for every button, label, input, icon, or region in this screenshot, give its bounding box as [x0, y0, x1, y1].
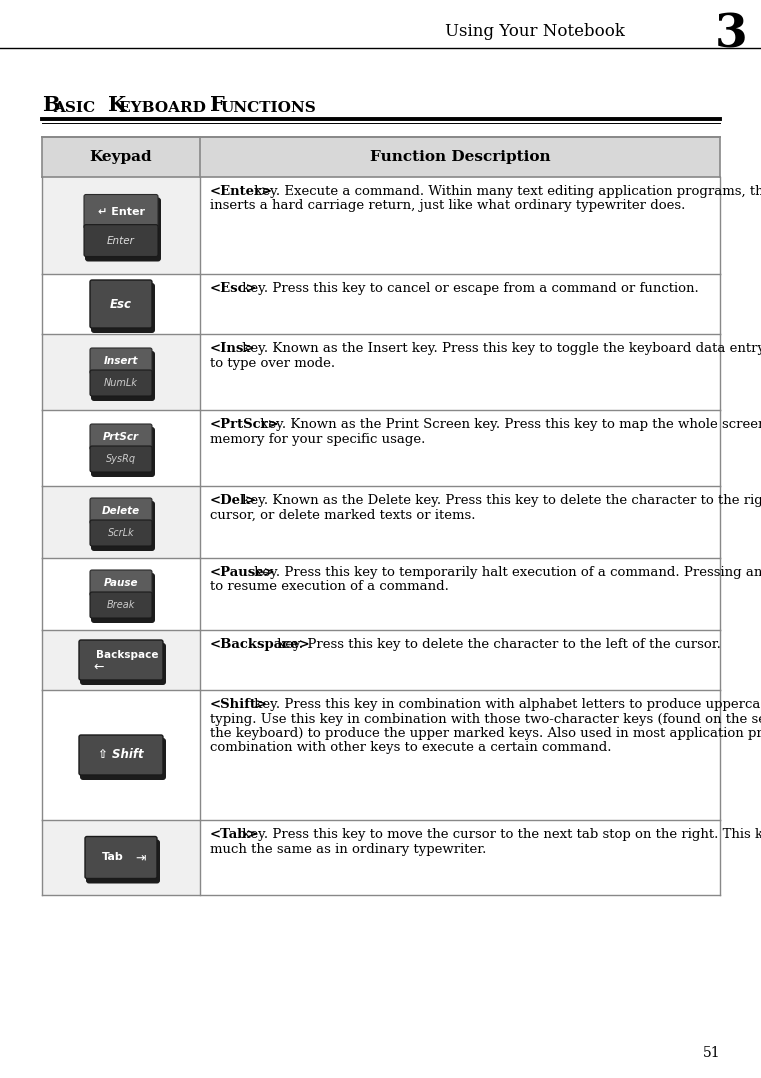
Text: <Ins>: <Ins> [210, 342, 256, 355]
Bar [200, 410, 720, 486]
Bar [200, 334, 720, 410]
Text: ←: ← [94, 661, 104, 674]
Text: EYBOARD: EYBOARD [119, 101, 211, 115]
Text: key. Press this key to delete the character to the left of the cursor.: key. Press this key to delete the charac… [272, 638, 721, 651]
Text: the keyboard) to produce the upper marked keys. Also used in most application pr: the keyboard) to produce the upper marke… [210, 727, 761, 740]
FancyBboxPatch shape [80, 738, 166, 780]
Text: key. Press this key to move the cursor to the next tab stop on the right. This k: key. Press this key to move the cursor t… [238, 828, 761, 841]
Text: <Del>: <Del> [210, 494, 257, 507]
Text: <Shift>: <Shift> [210, 697, 268, 711]
Text: F: F [210, 95, 224, 115]
Bar [42, 410, 200, 486]
FancyBboxPatch shape [90, 498, 152, 524]
Text: K: K [108, 95, 126, 115]
Text: NumLk: NumLk [104, 378, 138, 388]
Text: ScrLk: ScrLk [108, 528, 134, 538]
Text: Tab: Tab [102, 853, 124, 862]
FancyBboxPatch shape [90, 280, 152, 328]
FancyBboxPatch shape [90, 520, 152, 545]
Bar [200, 690, 720, 820]
Text: combination with other keys to execute a certain command.: combination with other keys to execute a… [210, 742, 612, 755]
FancyBboxPatch shape [90, 570, 152, 596]
Text: Function Description: Function Description [370, 150, 550, 164]
Text: much the same as in ordinary typewriter.: much the same as in ordinary typewriter. [210, 843, 486, 856]
Bar [42, 820, 200, 895]
Bar [42, 630, 200, 690]
Text: <Enter>: <Enter> [210, 185, 273, 198]
Bar [200, 486, 720, 558]
Text: key. Known as the Insert key. Press this key to toggle the keyboard data entry f: key. Known as the Insert key. Press this… [238, 342, 761, 355]
Text: Enter: Enter [107, 236, 135, 246]
Text: Pause: Pause [103, 578, 139, 588]
Text: 51: 51 [702, 1046, 720, 1060]
Bar [42, 558, 200, 630]
FancyBboxPatch shape [79, 640, 163, 680]
Text: SysRq: SysRq [106, 454, 136, 464]
Text: to resume execution of a command.: to resume execution of a command. [210, 580, 449, 594]
FancyBboxPatch shape [91, 284, 155, 333]
Bar [200, 558, 720, 630]
Text: B: B [42, 95, 59, 115]
FancyBboxPatch shape [85, 197, 161, 262]
FancyBboxPatch shape [90, 446, 152, 472]
FancyBboxPatch shape [91, 573, 155, 623]
Bar [42, 486, 200, 558]
Bar [42, 137, 720, 177]
Text: Backspace: Backspace [96, 650, 158, 660]
Bar [200, 274, 720, 334]
Text: inserts a hard carriage return, just like what ordinary typewriter does.: inserts a hard carriage return, just lik… [210, 199, 686, 212]
Text: ⇧ Shift: ⇧ Shift [98, 748, 144, 761]
Text: <Pause>: <Pause> [210, 566, 275, 579]
FancyBboxPatch shape [86, 840, 160, 884]
FancyBboxPatch shape [85, 837, 157, 879]
Text: Break: Break [107, 600, 135, 610]
Bar [42, 690, 200, 820]
FancyBboxPatch shape [90, 370, 152, 396]
FancyBboxPatch shape [80, 642, 166, 685]
FancyBboxPatch shape [90, 592, 152, 618]
FancyBboxPatch shape [91, 427, 155, 476]
Text: Esc: Esc [110, 298, 132, 310]
Text: <Tab>: <Tab> [210, 828, 259, 841]
FancyBboxPatch shape [90, 348, 152, 374]
Bar [200, 820, 720, 895]
Text: key. Press this key to temporarily halt execution of a command. Pressing any oth: key. Press this key to temporarily halt … [250, 566, 761, 579]
FancyBboxPatch shape [79, 735, 163, 775]
Text: PrtScr: PrtScr [103, 432, 139, 442]
Bar [200, 630, 720, 690]
Text: key. Press this key to cancel or escape from a command or function.: key. Press this key to cancel or escape … [238, 282, 699, 295]
Bar [42, 274, 200, 334]
Text: key. Press this key in combination with alphabet letters to produce uppercase le: key. Press this key in combination with … [250, 697, 761, 711]
Text: cursor, or delete marked texts or items.: cursor, or delete marked texts or items. [210, 509, 476, 522]
Text: <PrtScr>: <PrtScr> [210, 418, 280, 431]
FancyBboxPatch shape [91, 501, 155, 551]
Text: memory for your specific usage.: memory for your specific usage. [210, 432, 425, 445]
FancyBboxPatch shape [84, 224, 158, 257]
FancyBboxPatch shape [90, 424, 152, 450]
Text: key. Known as the Delete key. Press this key to delete the character to the righ: key. Known as the Delete key. Press this… [238, 494, 761, 507]
FancyBboxPatch shape [91, 351, 155, 401]
Bar [42, 177, 200, 274]
Text: ↵ Enter: ↵ Enter [97, 207, 145, 217]
Bar [42, 334, 200, 410]
Text: to type over mode.: to type over mode. [210, 357, 335, 370]
Text: <Backspace>: <Backspace> [210, 638, 310, 651]
FancyBboxPatch shape [84, 194, 158, 229]
Text: Insert: Insert [103, 356, 139, 367]
Bar [200, 177, 720, 274]
Text: key. Known as the Print Screen key. Press this key to map the whole screen to sh: key. Known as the Print Screen key. Pres… [256, 418, 761, 431]
Text: <Esc>: <Esc> [210, 282, 258, 295]
Text: typing. Use this key in combination with those two-character keys (found on the : typing. Use this key in combination with… [210, 713, 761, 725]
Text: ASIC: ASIC [53, 101, 100, 115]
Text: UNCTIONS: UNCTIONS [221, 101, 317, 115]
Text: ⇥: ⇥ [135, 851, 146, 863]
Text: key. Execute a command. Within many text editing application programs, the <Ente: key. Execute a command. Within many text… [250, 185, 761, 198]
Text: Using Your Notebook: Using Your Notebook [445, 24, 630, 41]
Text: Keypad: Keypad [90, 150, 152, 164]
Text: 3: 3 [715, 11, 748, 57]
Text: Delete: Delete [102, 506, 140, 516]
